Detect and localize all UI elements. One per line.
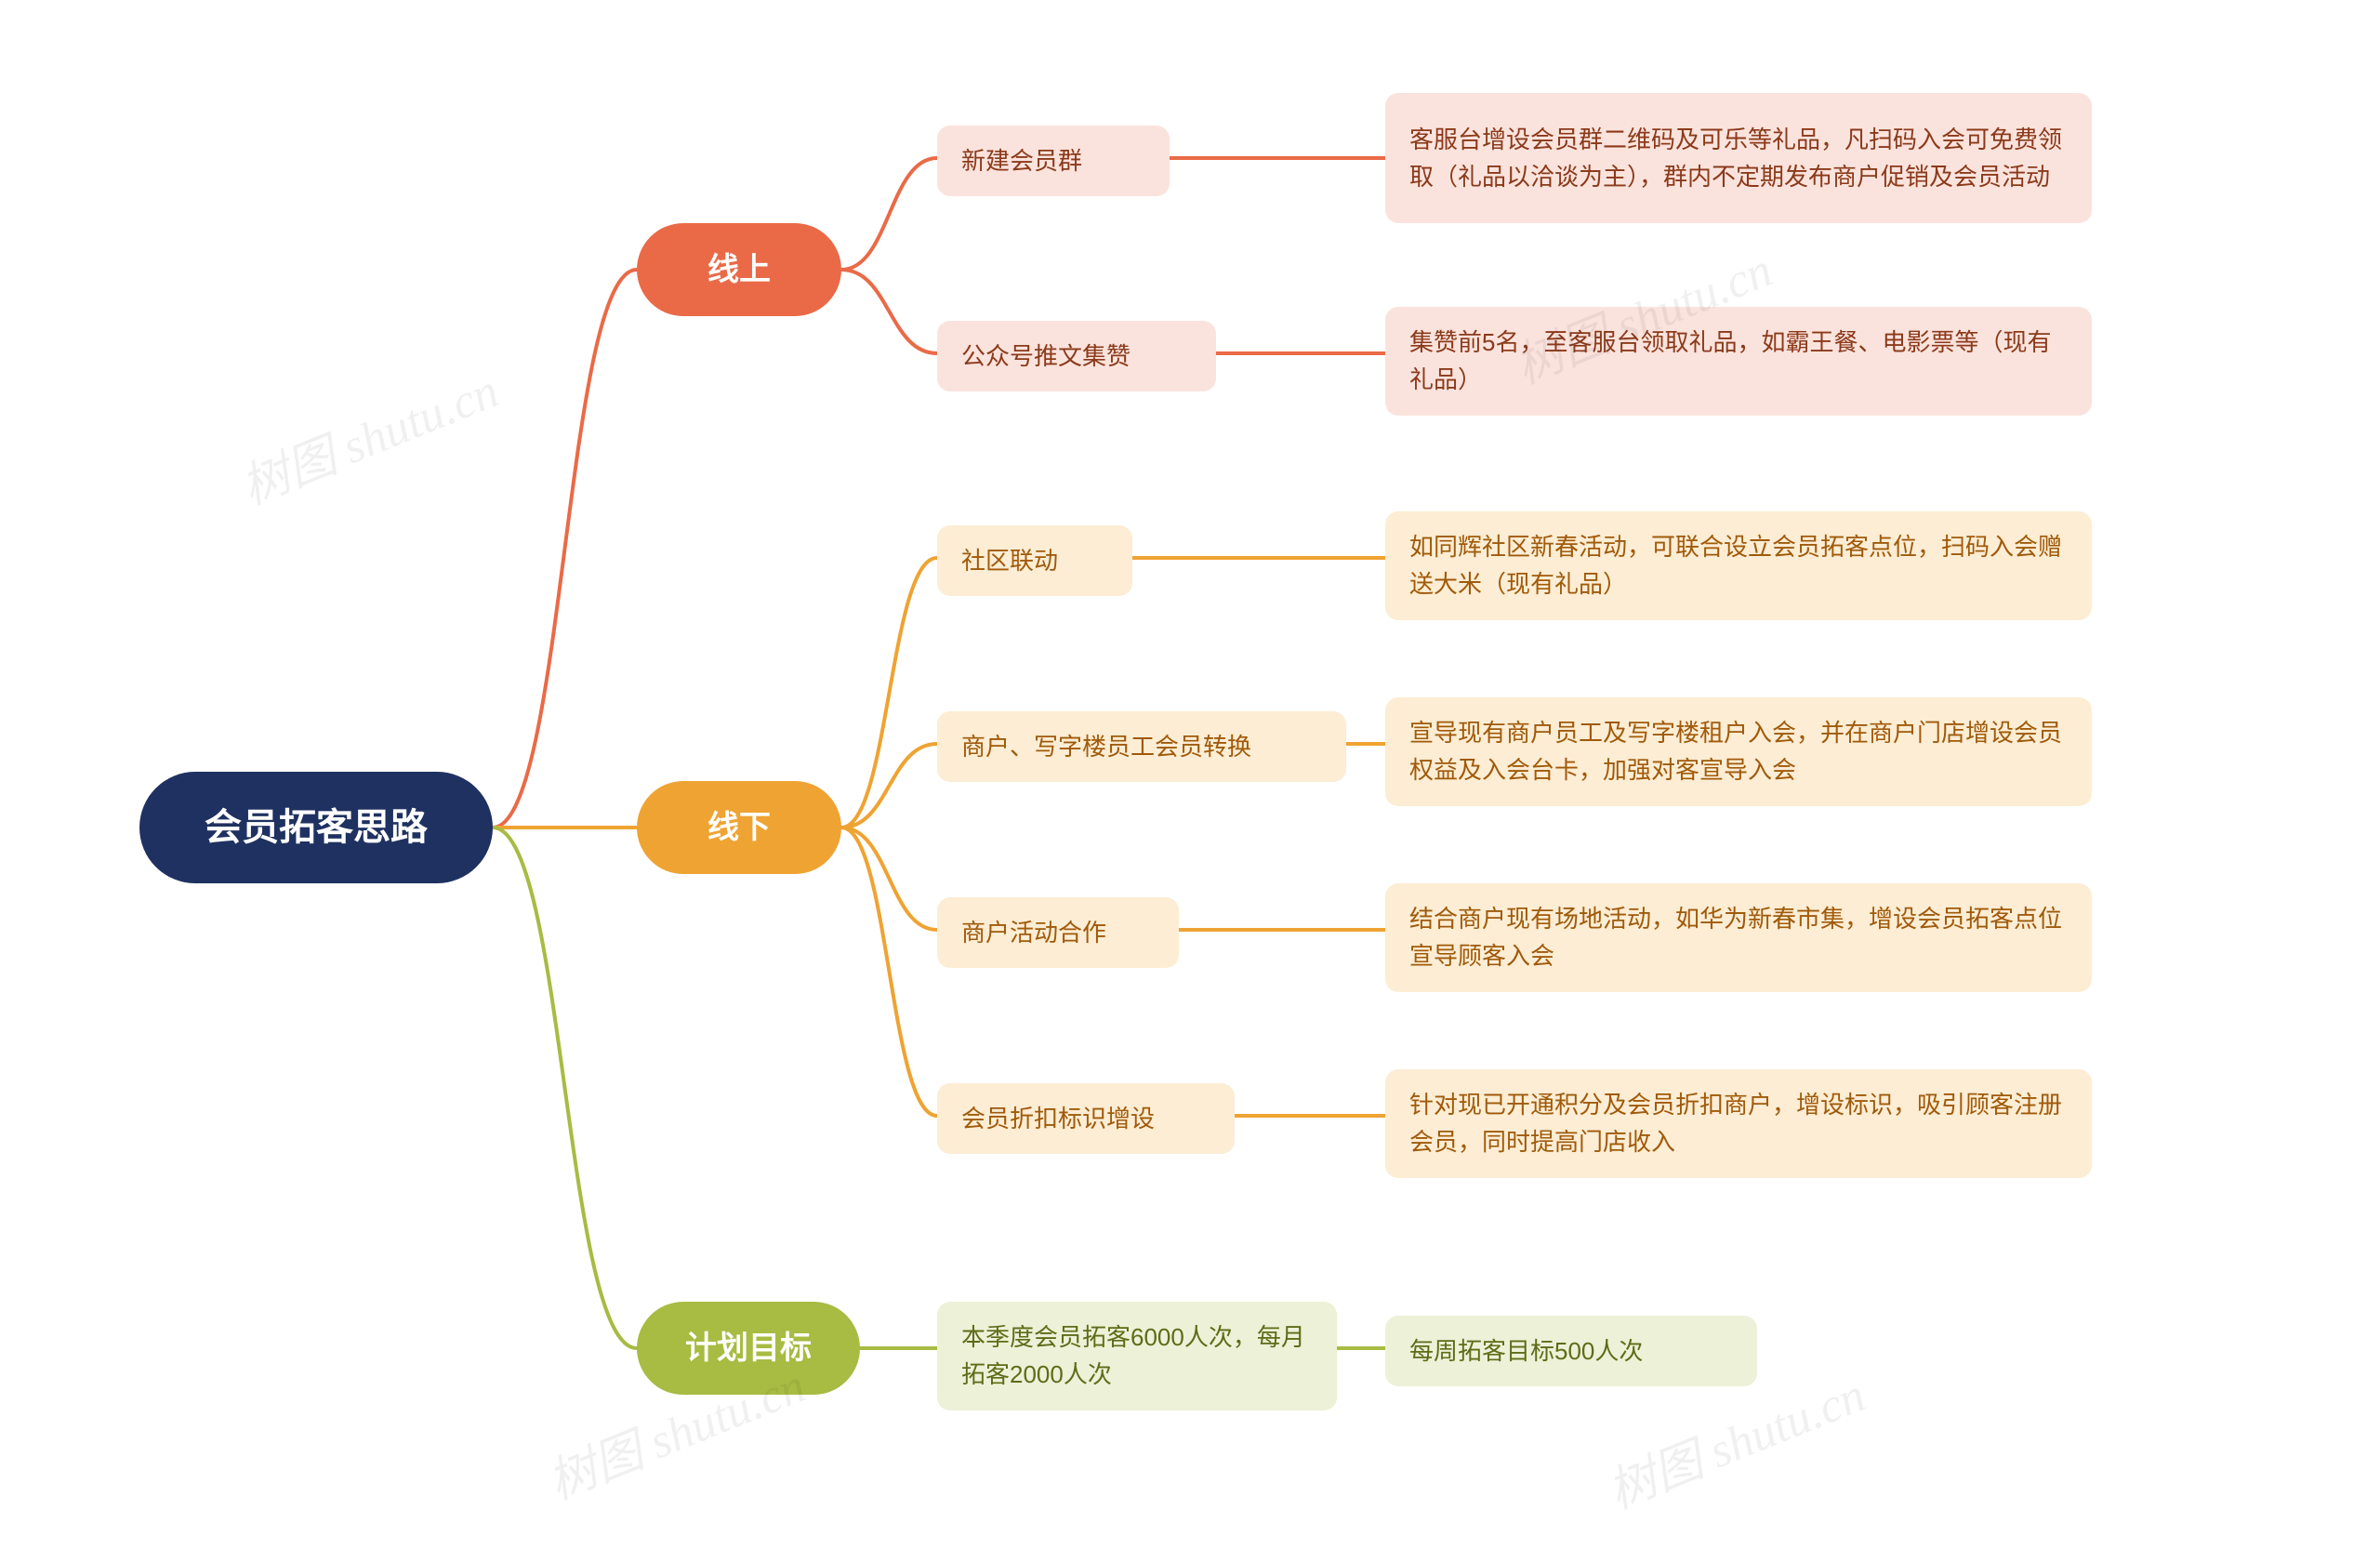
detail-target-0-label: 每周拓客目标500人次 — [1409, 1332, 1643, 1370]
mindmap-root-label: 会员拓客思路 — [205, 799, 428, 856]
detail-online-1: 集赞前5名，至客服台领取礼品，如霸王餐、电影票等（现有礼品） — [1385, 307, 2092, 416]
branch-target-label: 计划目标 — [685, 1324, 812, 1373]
watermark: 树图 shutu.cn — [230, 351, 508, 518]
mindmap-root: 会员拓客思路 — [139, 772, 493, 883]
leaf-offline-3: 会员折扣标识增设 — [937, 1083, 1235, 1154]
branch-offline-label: 线下 — [707, 803, 771, 853]
detail-offline-2: 结合商户现有场地活动，如华为新春市集，增设会员拓客点位宣导顾客入会 — [1385, 883, 2092, 992]
leaf-offline-1-label: 商户、写字楼员工会员转换 — [961, 728, 1251, 765]
leaf-online-0-label: 新建会员群 — [961, 142, 1082, 179]
leaf-offline-1: 商户、写字楼员工会员转换 — [937, 711, 1346, 782]
detail-target-0: 每周拓客目标500人次 — [1385, 1316, 1757, 1386]
branch-target: 计划目标 — [637, 1302, 860, 1395]
detail-offline-1-label: 宣导现有商户员工及写字楼租户入会，并在商户门店增设会员权益及入会台卡，加强对客宣… — [1409, 714, 2068, 789]
detail-online-1-label: 集赞前5名，至客服台领取礼品，如霸王餐、电影票等（现有礼品） — [1409, 324, 2068, 399]
detail-offline-1: 宣导现有商户员工及写字楼租户入会，并在商户门店增设会员权益及入会台卡，加强对客宣… — [1385, 697, 2092, 806]
branch-offline: 线下 — [637, 781, 841, 874]
watermark-text: 树图 shutu.cn — [1601, 1369, 1872, 1519]
detail-offline-2-label: 结合商户现有场地活动，如华为新春市集，增设会员拓客点位宣导顾客入会 — [1409, 900, 2068, 975]
leaf-offline-2-label: 商户活动合作 — [961, 914, 1106, 951]
detail-online-0: 客服台增设会员群二维码及可乐等礼品，凡扫码入会可免费领取（礼品以洽谈为主），群内… — [1385, 93, 2092, 223]
detail-offline-0: 如同辉社区新春活动，可联合设立会员拓客点位，扫码入会赠送大米（现有礼品） — [1385, 511, 2092, 620]
leaf-online-1: 公众号推文集赞 — [937, 321, 1216, 391]
detail-online-0-label: 客服台增设会员群二维码及可乐等礼品，凡扫码入会可免费领取（礼品以洽谈为主），群内… — [1409, 121, 2068, 196]
leaf-target-0-label: 本季度会员拓客6000人次，每月拓客2000人次 — [961, 1318, 1313, 1394]
leaf-online-0: 新建会员群 — [937, 126, 1170, 196]
detail-offline-0-label: 如同辉社区新春活动，可联合设立会员拓客点位，扫码入会赠送大米（现有礼品） — [1409, 528, 2068, 603]
branch-online-label: 线上 — [707, 245, 771, 295]
leaf-offline-2: 商户活动合作 — [937, 897, 1179, 968]
detail-offline-3-label: 针对现已开通积分及会员折扣商户，增设标识，吸引顾客注册会员，同时提高门店收入 — [1409, 1086, 2068, 1161]
leaf-offline-0: 社区联动 — [937, 525, 1132, 596]
leaf-online-1-label: 公众号推文集赞 — [961, 338, 1130, 375]
detail-offline-3: 针对现已开通积分及会员折扣商户，增设标识，吸引顾客注册会员，同时提高门店收入 — [1385, 1069, 2092, 1178]
branch-online: 线上 — [637, 223, 841, 316]
leaf-offline-0-label: 社区联动 — [961, 542, 1058, 579]
leaf-offline-3-label: 会员折扣标识增设 — [961, 1100, 1155, 1137]
watermark-text: 树图 shutu.cn — [234, 364, 506, 515]
leaf-target-0: 本季度会员拓客6000人次，每月拓客2000人次 — [937, 1302, 1337, 1411]
